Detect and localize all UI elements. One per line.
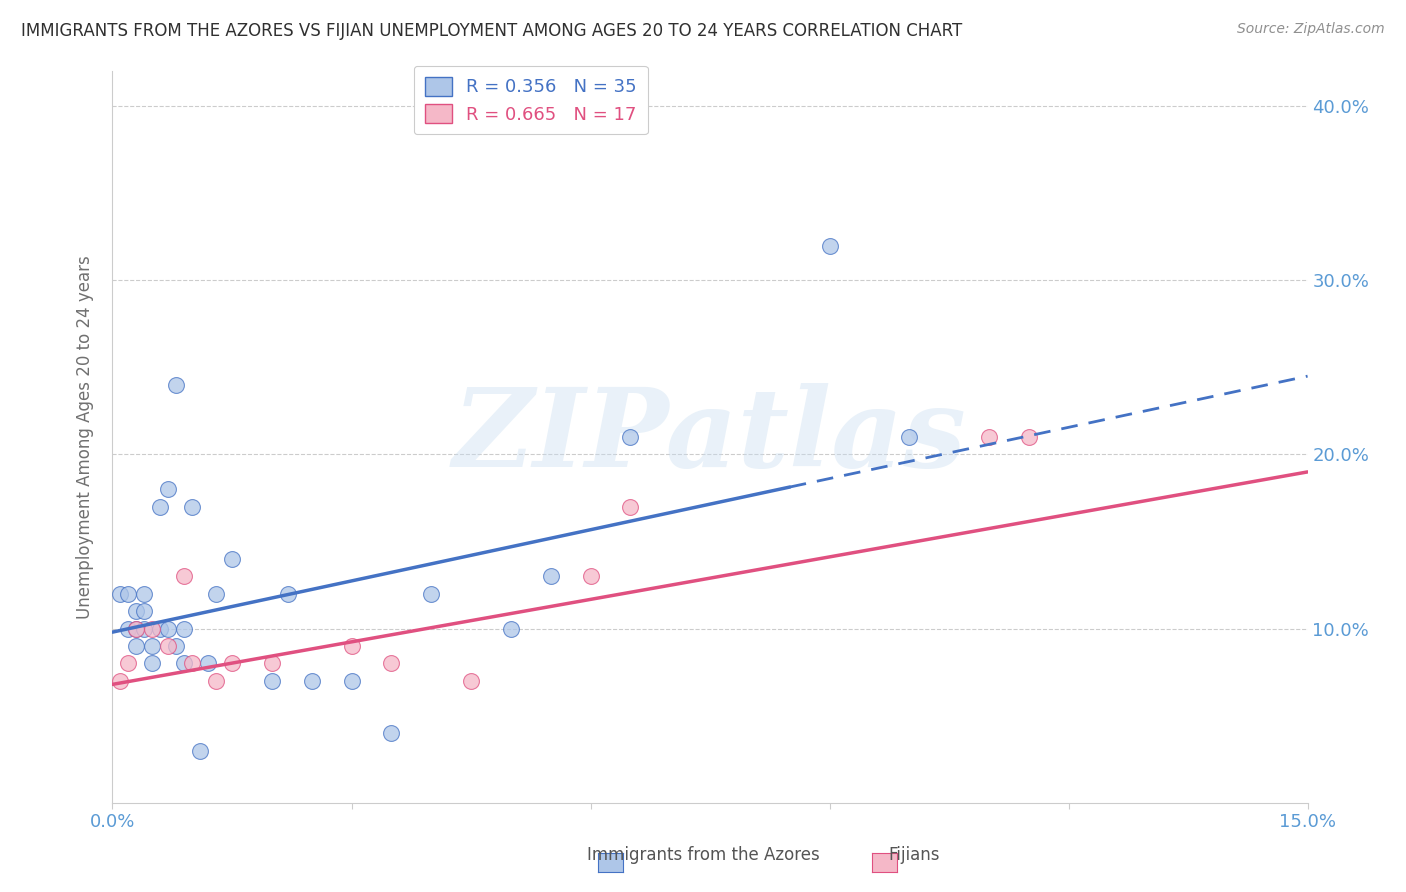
Point [1018,430,1040,444]
Point [221,657,243,671]
Point [619,500,641,514]
Point [149,622,172,636]
Point [260,673,283,688]
Text: Fijians: Fijians [889,846,939,863]
Point [301,673,323,688]
Point [221,552,243,566]
Point [117,622,139,636]
Point [165,639,187,653]
Point [579,569,602,583]
Point [117,657,139,671]
Text: ZIPatlas: ZIPatlas [453,384,967,491]
Point [197,657,219,671]
Point [260,657,283,671]
Point [205,587,228,601]
Point [165,377,187,392]
Point [134,587,156,601]
Point [134,604,156,618]
Point [619,430,641,444]
Point [157,622,180,636]
Point [125,622,148,636]
Text: Immigrants from the Azores: Immigrants from the Azores [586,846,820,863]
Point [141,657,163,671]
Point [173,622,195,636]
Point [340,673,363,688]
Point [110,673,132,688]
Text: Source: ZipAtlas.com: Source: ZipAtlas.com [1237,22,1385,37]
Point [110,587,132,601]
Point [157,639,180,653]
Point [125,622,148,636]
Point [898,430,921,444]
Point [977,430,1000,444]
Point [125,639,148,653]
Point [173,657,195,671]
Point [499,622,522,636]
Point [380,657,402,671]
Point [277,587,299,601]
Point [149,500,172,514]
Point [141,622,163,636]
Legend: R = 0.356   N = 35, R = 0.665   N = 17: R = 0.356 N = 35, R = 0.665 N = 17 [413,66,648,135]
Text: IMMIGRANTS FROM THE AZORES VS FIJIAN UNEMPLOYMENT AMONG AGES 20 TO 24 YEARS CORR: IMMIGRANTS FROM THE AZORES VS FIJIAN UNE… [21,22,962,40]
Point [157,483,180,497]
Point [181,657,204,671]
Point [380,726,402,740]
Point [173,569,195,583]
Point [205,673,228,688]
Point [540,569,562,583]
Point [340,639,363,653]
Point [141,639,163,653]
Point [188,743,211,757]
Point [818,238,841,252]
Point [420,587,443,601]
Y-axis label: Unemployment Among Ages 20 to 24 years: Unemployment Among Ages 20 to 24 years [76,255,94,619]
Point [134,622,156,636]
Point [117,587,139,601]
Point [125,604,148,618]
Point [460,673,482,688]
Point [181,500,204,514]
